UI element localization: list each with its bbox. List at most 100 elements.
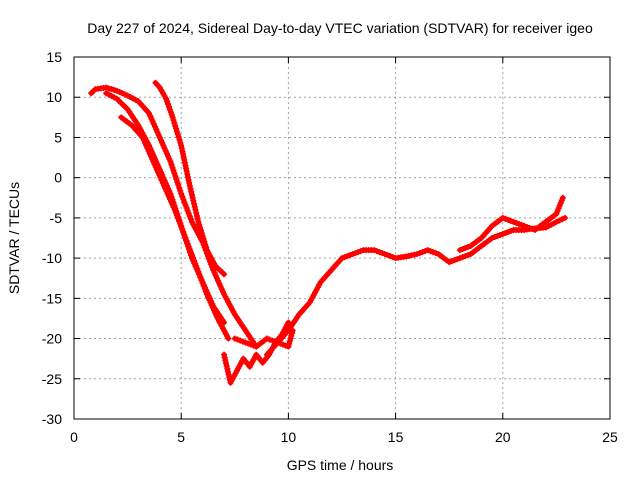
y-tick-label: -15 bbox=[42, 290, 62, 306]
data-point bbox=[192, 260, 199, 267]
data-point bbox=[193, 263, 200, 270]
grid bbox=[74, 57, 610, 419]
data-point bbox=[186, 213, 193, 220]
data-point bbox=[176, 218, 183, 225]
y-tick-label: 5 bbox=[54, 129, 62, 145]
y-tick-label: -5 bbox=[50, 210, 63, 226]
data-point bbox=[179, 193, 186, 200]
data-point bbox=[183, 237, 190, 244]
data-point bbox=[201, 238, 208, 245]
data-point bbox=[188, 251, 195, 258]
data-point bbox=[198, 230, 205, 237]
data-point bbox=[171, 170, 178, 177]
data-point bbox=[188, 191, 195, 198]
data-point bbox=[180, 229, 187, 236]
data-point bbox=[185, 243, 192, 250]
x-tick-label: 25 bbox=[602, 429, 618, 445]
data-point bbox=[202, 288, 209, 295]
data-point bbox=[172, 209, 179, 216]
data-point bbox=[196, 221, 203, 228]
data-point bbox=[170, 117, 177, 124]
series-recovery-track bbox=[263, 214, 568, 358]
data-point bbox=[192, 206, 199, 213]
data-point bbox=[186, 182, 193, 189]
y-tick-label: -25 bbox=[42, 371, 62, 387]
data-point bbox=[177, 220, 184, 227]
data-point bbox=[190, 197, 197, 204]
x-tick-label: 0 bbox=[70, 429, 78, 445]
data-point bbox=[184, 240, 191, 247]
data-point bbox=[167, 158, 174, 165]
data-point bbox=[285, 319, 292, 326]
data-point bbox=[169, 164, 176, 171]
data-point bbox=[178, 223, 185, 230]
data-point bbox=[181, 232, 188, 239]
series-track-d bbox=[152, 79, 228, 278]
y-tick-label: 0 bbox=[54, 170, 62, 186]
data-point bbox=[177, 187, 184, 194]
data-point bbox=[173, 125, 180, 132]
data-point bbox=[200, 282, 207, 289]
x-tick-label: 5 bbox=[177, 429, 185, 445]
series-track-c bbox=[118, 114, 232, 342]
y-tick-label: -30 bbox=[42, 411, 62, 427]
data-point bbox=[199, 232, 206, 239]
series-upper-scatter bbox=[456, 194, 566, 254]
data-point bbox=[191, 200, 198, 207]
data-point bbox=[172, 122, 179, 129]
data-points bbox=[88, 79, 568, 386]
data-point bbox=[189, 194, 196, 201]
data-point bbox=[221, 271, 228, 278]
data-point bbox=[172, 173, 179, 180]
data-point bbox=[193, 209, 200, 216]
data-point bbox=[191, 203, 198, 210]
data-point bbox=[203, 244, 210, 251]
data-point bbox=[176, 136, 183, 143]
x-tick-label: 20 bbox=[495, 429, 511, 445]
y-axis-label: SDTVAR / TECUs bbox=[6, 182, 22, 294]
data-point bbox=[185, 210, 192, 217]
data-point bbox=[187, 249, 194, 256]
data-point bbox=[191, 257, 198, 264]
y-tick-label: -20 bbox=[42, 331, 62, 347]
data-point bbox=[173, 212, 180, 219]
data-point bbox=[201, 285, 208, 292]
data-point bbox=[195, 268, 202, 275]
plot-frame bbox=[73, 56, 611, 420]
data-point bbox=[225, 335, 232, 342]
y-tick-label: -10 bbox=[42, 250, 62, 266]
data-point bbox=[194, 215, 201, 222]
data-point bbox=[194, 265, 201, 272]
data-point bbox=[179, 226, 186, 233]
data-point bbox=[198, 277, 205, 284]
data-point bbox=[202, 241, 209, 248]
data-point bbox=[559, 194, 566, 201]
data-point bbox=[182, 202, 189, 209]
data-point bbox=[561, 214, 568, 221]
data-point bbox=[169, 114, 176, 121]
data-point bbox=[171, 206, 178, 213]
data-point bbox=[184, 207, 191, 214]
x-tick-label: 15 bbox=[388, 429, 404, 445]
data-point bbox=[177, 139, 184, 146]
data-point bbox=[180, 196, 187, 203]
data-point bbox=[171, 119, 178, 126]
ticks: 0 5 10 15 20 25 -30 -25 -20 -15 -10 -5 0 5 10 15 bbox=[42, 49, 618, 445]
data-point bbox=[176, 184, 183, 191]
data-point bbox=[183, 204, 190, 211]
data-point bbox=[170, 167, 177, 174]
data-point bbox=[187, 216, 194, 223]
series-lower-cluster bbox=[221, 319, 292, 386]
data-point bbox=[181, 199, 188, 206]
data-point bbox=[189, 254, 196, 261]
data-point bbox=[193, 212, 200, 219]
data-point bbox=[175, 181, 182, 188]
data-point bbox=[188, 188, 195, 195]
data-point bbox=[178, 190, 185, 197]
data-point bbox=[174, 179, 181, 186]
chart-title: Day 227 of 2024, Sidereal Day-to-day VTE… bbox=[87, 20, 593, 36]
y-tick-label: 10 bbox=[46, 89, 62, 105]
data-point bbox=[195, 218, 202, 225]
